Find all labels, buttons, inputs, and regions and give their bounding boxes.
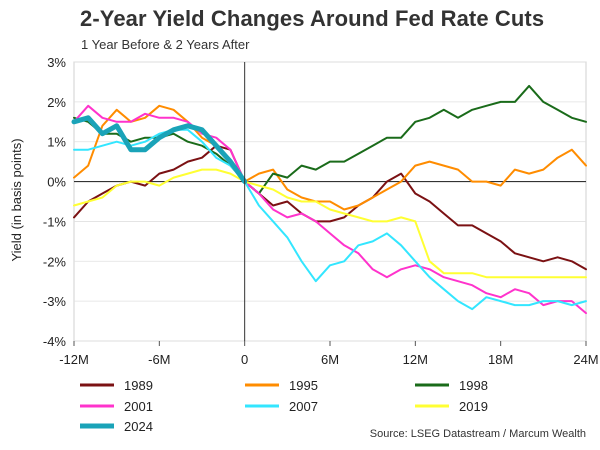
series-line-2019 <box>73 168 587 279</box>
x-tick-label: -6M <box>148 352 170 367</box>
y-tick-label: -3% <box>43 294 67 309</box>
x-tick-label: 6M <box>321 352 339 367</box>
legend-label-1995: 1995 <box>289 378 318 393</box>
series-line-2001 <box>73 104 587 315</box>
series-line-1989 <box>73 144 587 271</box>
legend-label-1998: 1998 <box>459 378 488 393</box>
x-tick-label: 0 <box>241 352 248 367</box>
legend-label-2007: 2007 <box>289 399 318 414</box>
y-axis-label: Yield (in basis points) <box>9 138 24 261</box>
series-layer <box>71 84 587 315</box>
legend: 1989 1995 1998 2001 2007 2019 2024 <box>80 378 488 434</box>
chart-title: 2-Year Yield Changes Around Fed Rate Cut… <box>80 6 545 31</box>
x-tick-label: 12M <box>403 352 428 367</box>
x-tick-label: 18M <box>488 352 513 367</box>
series-line-1995 <box>73 104 587 211</box>
series-line-2007 <box>73 128 587 311</box>
series-line-2024 <box>71 115 248 185</box>
x-tick-label: -12M <box>59 352 89 367</box>
legend-label-2024: 2024 <box>124 419 153 434</box>
x-tick-label: 24M <box>573 352 598 367</box>
legend-label-2001: 2001 <box>124 399 153 414</box>
y-tick-label: -1% <box>43 214 67 229</box>
y-tick-label: 0% <box>47 175 66 190</box>
y-tick-label: -4% <box>43 334 67 349</box>
y-tick-label: 2% <box>47 95 66 110</box>
legend-label-1989: 1989 <box>124 378 153 393</box>
chart-subtitle: 1 Year Before & 2 Years After <box>81 37 250 52</box>
source-note: Source: LSEG Datastream / Marcum Wealth <box>369 428 586 440</box>
legend-label-2019: 2019 <box>459 399 488 414</box>
y-tick-label: 1% <box>47 135 66 150</box>
axis-layer: 3% 2% 1% 0% -1% -2% -3% -4% -12M -6M 0 6M 12M 18M 24M <box>43 55 599 367</box>
y-tick-label: 3% <box>47 55 66 70</box>
y-tick-label: -2% <box>43 254 67 269</box>
